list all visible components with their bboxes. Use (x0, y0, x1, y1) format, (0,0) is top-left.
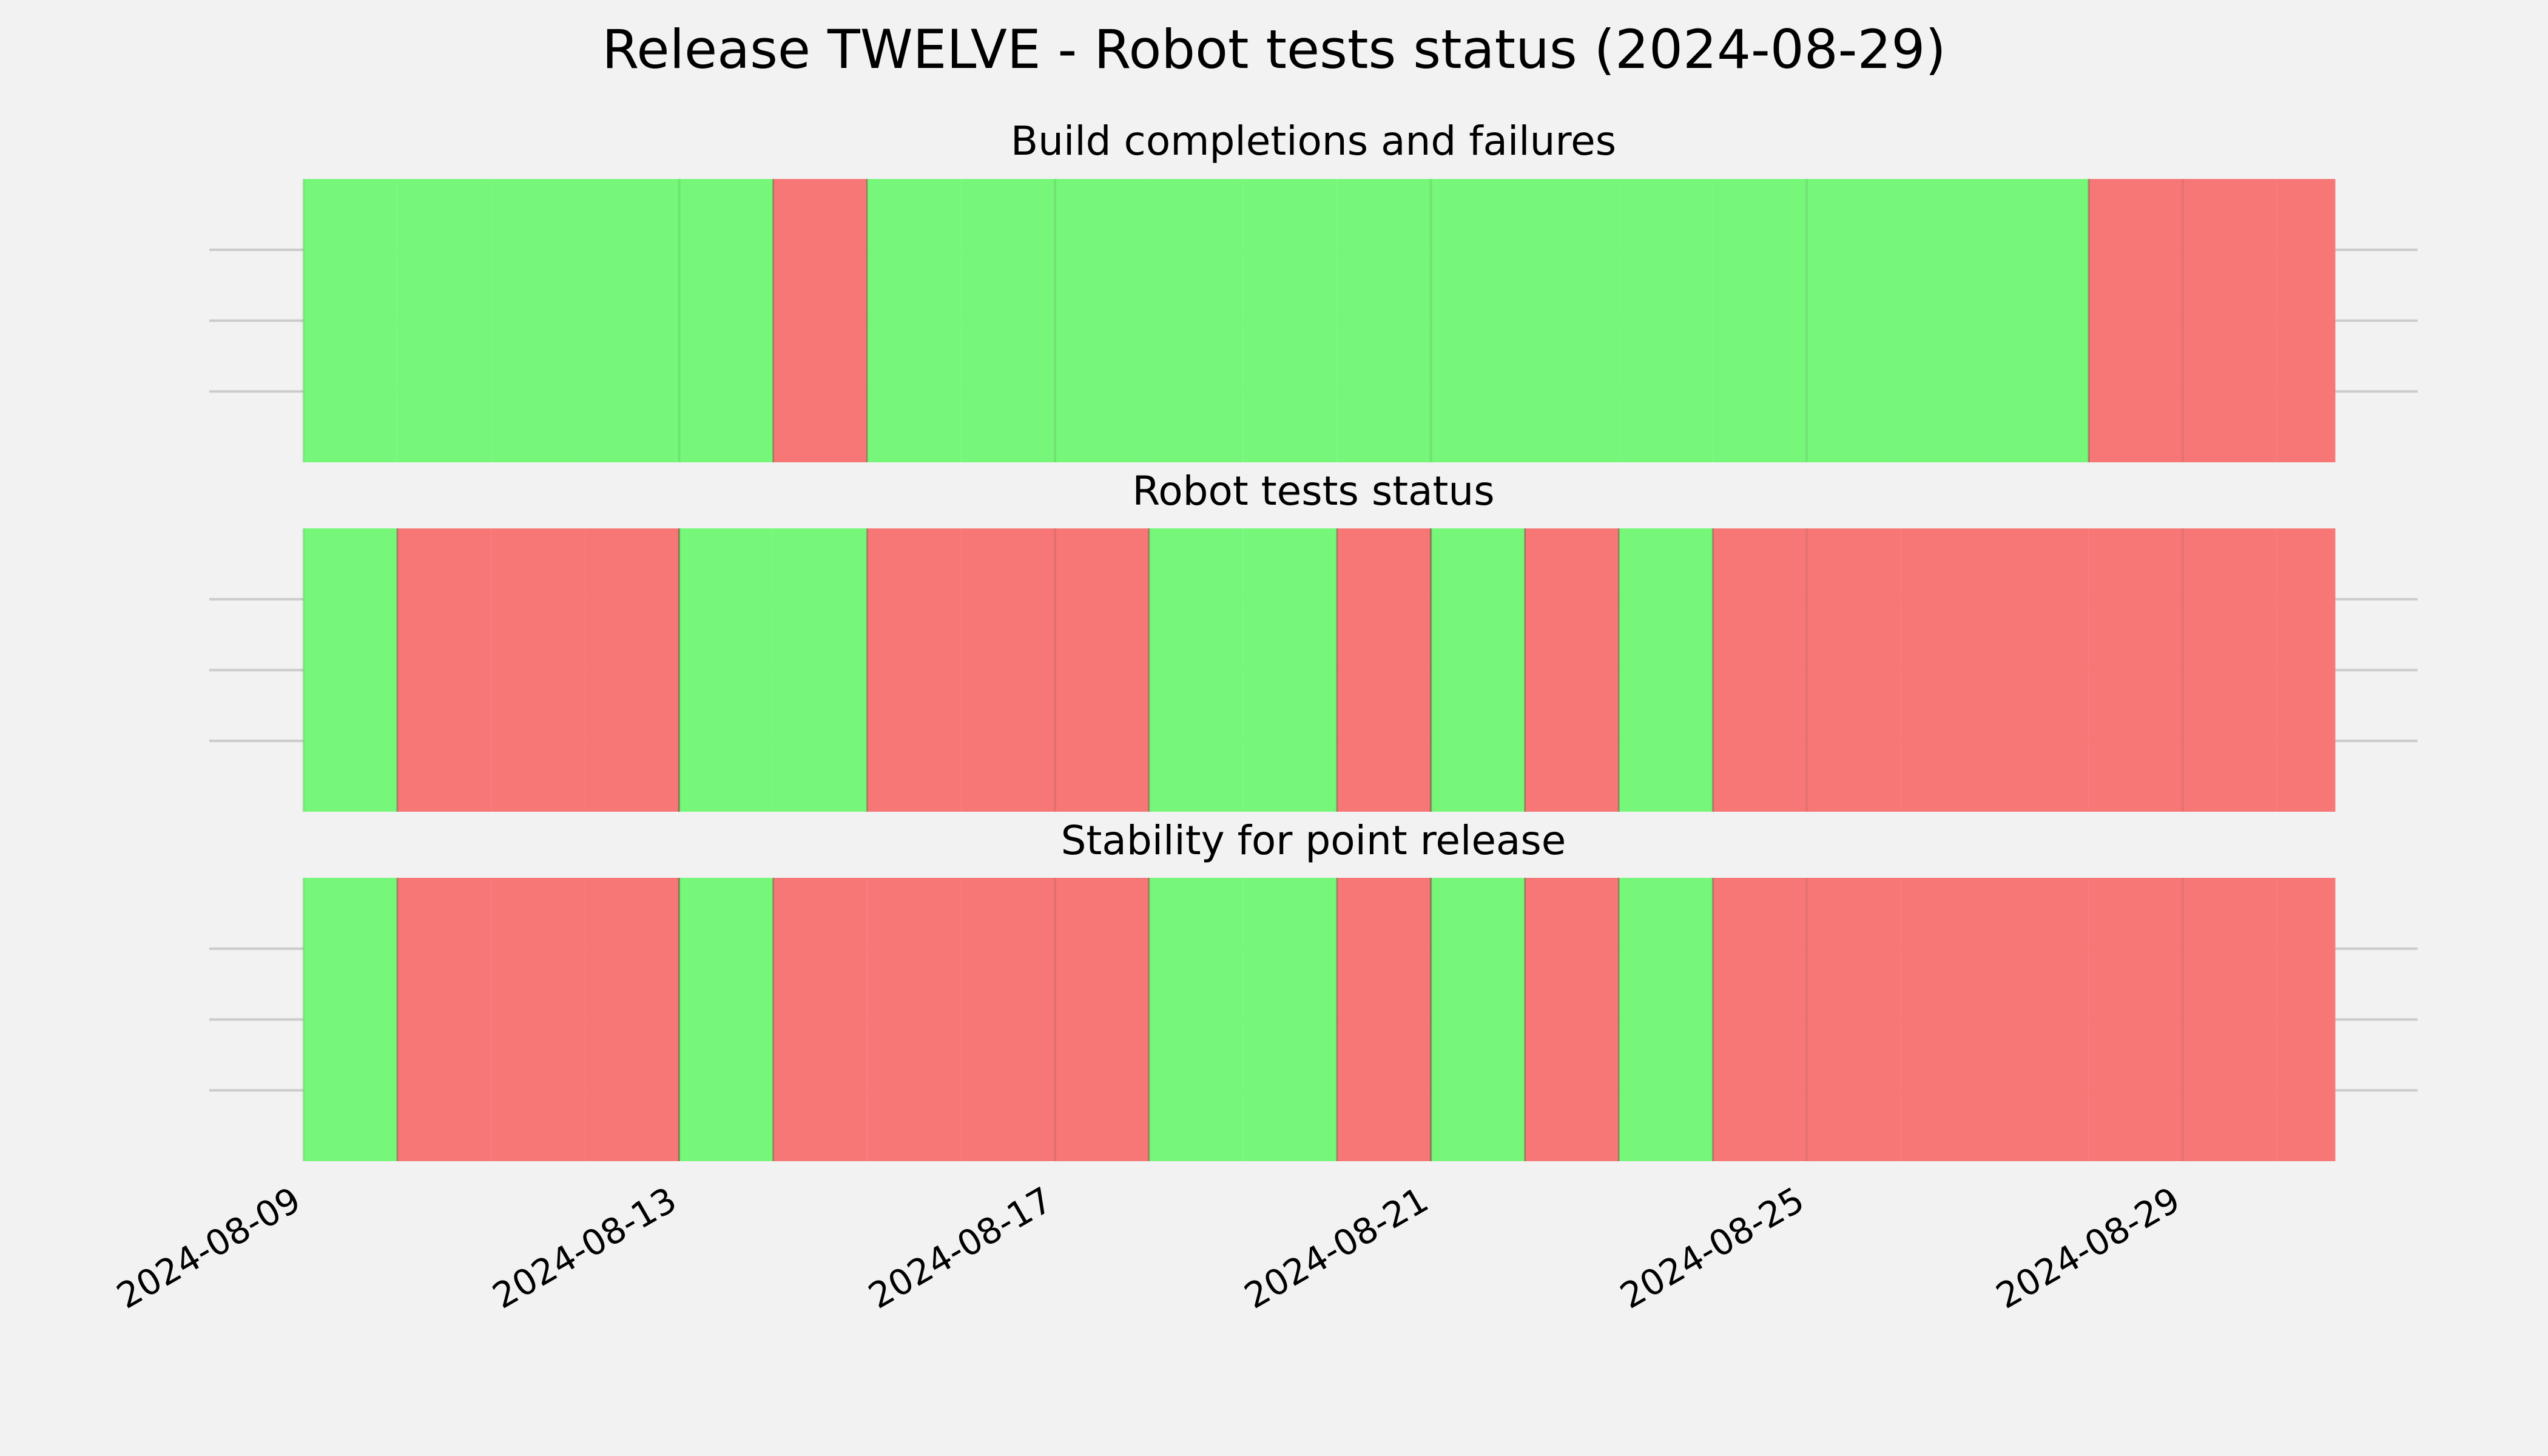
status-bar-pass (1148, 528, 1243, 812)
status-bar-fail (1055, 878, 1149, 1161)
status-bar-fail (773, 878, 868, 1161)
chart-title: Release TWELVE - Robot tests status (202… (602, 18, 1946, 81)
status-bar-pass (679, 528, 774, 812)
status-bar-fail (397, 878, 491, 1161)
status-bar-pass (1619, 179, 1713, 462)
status-bar-pass (1431, 179, 1525, 462)
panel-1: Build completions and failures (209, 118, 2418, 462)
x-tick-label: 2024-08-09 (110, 1179, 308, 1316)
status-bar-fail (2182, 528, 2277, 812)
status-bar-fail (1055, 528, 1149, 812)
status-bar-pass (1242, 179, 1337, 462)
status-bar-pass (1148, 878, 1243, 1161)
panel-title: Robot tests status (1132, 468, 1494, 514)
status-bar-pass (303, 878, 397, 1161)
status-bar-fail (1994, 878, 2089, 1161)
status-bar-pass (1431, 878, 1525, 1161)
status-bar-fail (2276, 179, 2336, 462)
panel-3: Stability for point release (209, 817, 2418, 1161)
status-bar-pass (1619, 878, 1713, 1161)
status-bar-fail (961, 878, 1056, 1161)
status-bar-fail (2088, 528, 2183, 812)
status-bar-fail (397, 528, 491, 812)
status-bar-fail (1525, 528, 1619, 812)
status-bar-pass (397, 179, 491, 462)
status-bar-pass (585, 179, 679, 462)
status-bar-pass (303, 528, 397, 812)
status-bar-pass (1807, 179, 1901, 462)
status-bar-fail (2182, 878, 2277, 1161)
status-bar-pass (1619, 528, 1713, 812)
status-bar-fail (867, 878, 962, 1161)
status-bar-pass (1148, 179, 1243, 462)
status-bar-fail (1994, 528, 2089, 812)
status-bar-fail (1336, 878, 1431, 1161)
status-bar-fail (491, 528, 585, 812)
panels-group: Build completions and failures Robot test… (209, 118, 2418, 1161)
x-axis-ticks: 2024-08-09 2024-08-13 2024-08-17 2024-08-21… (110, 1179, 2187, 1316)
x-tick-label: 2024-08-25 (1613, 1179, 1811, 1316)
status-bar-pass (679, 878, 774, 1161)
status-bar-fail (1901, 528, 1995, 812)
status-bar-fail (1901, 878, 1995, 1161)
x-tick-label: 2024-08-13 (486, 1179, 684, 1316)
status-bar-pass (1242, 878, 1337, 1161)
status-bar-pass (1994, 179, 2089, 462)
status-bar-fail (1713, 528, 1807, 812)
status-bar-pass (1055, 179, 1149, 462)
status-bar-fail (2276, 878, 2336, 1161)
status-bar-pass (1901, 179, 1995, 462)
status-bar-fail (585, 528, 679, 812)
x-tick-label: 2024-08-17 (861, 1179, 1059, 1316)
status-bar-fail (2276, 528, 2336, 812)
status-bar-fail (773, 179, 868, 462)
status-bar-pass (1431, 528, 1525, 812)
status-bar-pass (679, 179, 774, 462)
x-tick-label: 2024-08-29 (1989, 1179, 2187, 1316)
status-bar-fail (961, 528, 1056, 812)
status-bar-pass (1525, 179, 1619, 462)
panel-2: Robot tests status (209, 468, 2418, 812)
status-bar-fail (1713, 878, 1807, 1161)
status-bar-fail (585, 878, 679, 1161)
status-bar-pass (1713, 179, 1807, 462)
status-bar-fail (1807, 528, 1901, 812)
status-bar-fail (491, 878, 585, 1161)
status-bar-fail (2182, 179, 2277, 462)
status-bar-fail (1336, 528, 1431, 812)
status-bar-pass (303, 179, 397, 462)
status-bar-fail (1807, 878, 1901, 1161)
status-bar-pass (1336, 179, 1431, 462)
status-bar-fail (2088, 179, 2183, 462)
panel-title: Stability for point release (1061, 817, 1566, 864)
status-bar-pass (867, 179, 962, 462)
status-bar-fail (1525, 878, 1619, 1161)
status-bar-pass (961, 179, 1056, 462)
panel-title: Build completions and failures (1011, 118, 1616, 164)
status-bar-fail (2088, 878, 2183, 1161)
x-tick-label: 2024-08-21 (1238, 1179, 1435, 1316)
status-bar-pass (1242, 528, 1337, 812)
status-bar-fail (867, 528, 962, 812)
status-bar-pass (773, 528, 868, 812)
status-bar-pass (491, 179, 585, 462)
